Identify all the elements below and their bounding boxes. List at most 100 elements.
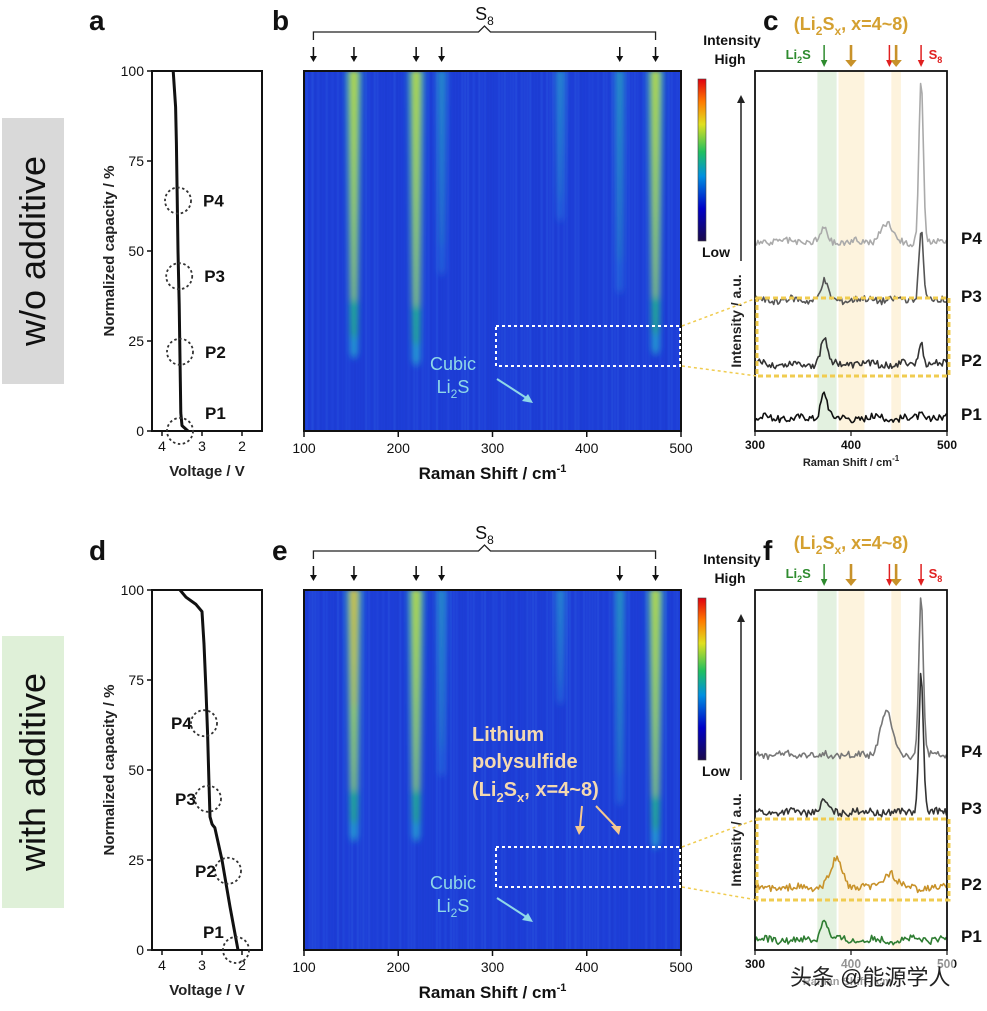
annotation-arrow-polysulfide-1: [595, 805, 617, 828]
heatmap-streak: [642, 71, 645, 431]
point-label-a-P4: P4: [203, 192, 224, 211]
annotation-li2s: Li2S: [437, 896, 470, 920]
heatmap-streak: [611, 71, 614, 431]
heatmap-streak: [311, 71, 314, 431]
heatmap-streak: [467, 590, 470, 950]
annotation-polysulfide-formula: (Li2Sx, x=4~8): [472, 779, 599, 805]
voltage-curve-d: [178, 589, 240, 951]
heatmap-streak: [605, 590, 608, 950]
y-tick-label-d-25: 25: [128, 852, 144, 868]
heatmap-streak: [444, 71, 447, 431]
heatmap-streak: [594, 590, 597, 950]
heatmap-streak: [467, 71, 470, 431]
y-axis-label-a: Normalized capacity / %: [101, 166, 118, 337]
heatmap-streak: [342, 71, 345, 431]
heatmap-streak: [478, 590, 481, 950]
heatmap-streak: [673, 71, 676, 431]
x-axis-label-b: Raman Shift / cm-1: [419, 463, 567, 483]
spectrum-c-P4: [755, 82, 947, 248]
point-marker-a-P4: [164, 186, 192, 215]
spectrum-label-c-P1: P1: [961, 405, 982, 424]
x-tick-label-b-200: 200: [387, 440, 411, 456]
x-tick-label-a-4: 4: [158, 438, 166, 454]
point-label-a-P1: P1: [205, 404, 226, 423]
heatmap-streak: [450, 71, 453, 431]
heatmap-streak: [336, 590, 339, 950]
heatmap-streak: [566, 590, 569, 950]
shade-li2s-f: [817, 590, 837, 950]
heatmap-streak: [390, 71, 393, 431]
heatmap-streak: [469, 71, 472, 431]
heatmap-streak: [543, 590, 546, 950]
heatmap-streak: [489, 590, 492, 950]
spectrum-label-c-P2: P2: [961, 351, 982, 370]
s8-peak-arrowhead-b-473: [652, 56, 660, 62]
y-tick-label-a-50: 50: [128, 243, 144, 259]
heatmap-streak: [452, 590, 455, 950]
heatmap-streak: [591, 71, 594, 431]
heatmap-streak: [512, 590, 515, 950]
heatmap-streak: [515, 71, 518, 431]
s8-bracket-b: [312, 25, 657, 40]
point-marker-a-P3: [165, 262, 194, 291]
heatmap-band-e-473: [648, 590, 664, 852]
heatmap-streak: [551, 71, 554, 431]
heatmap-streak: [399, 590, 402, 950]
heatmap-band-e-372: [555, 590, 566, 708]
heatmap-streak: [622, 590, 625, 950]
heatmap-streak: [571, 71, 574, 431]
heatmap-streak: [537, 71, 540, 431]
heatmap-streak: [421, 71, 424, 431]
row-label-with-additive: with additive: [2, 636, 64, 908]
heatmap-streak: [560, 71, 563, 431]
heatmap-streak: [325, 590, 328, 950]
voltage-curve-a: [171, 70, 190, 433]
spectrum-f-P1: [755, 919, 947, 946]
heatmap-streak: [489, 71, 492, 431]
heatmap-streak: [611, 590, 614, 950]
annotation-arrow-polysulfide-0: [579, 805, 583, 828]
heatmap-streak: [633, 71, 636, 431]
heatmap-streak: [376, 590, 379, 950]
heatmap-streak: [557, 590, 560, 950]
x-axis-label-a: Voltage / V: [169, 463, 245, 480]
heatmap-streak: [636, 590, 639, 950]
heatmap-streak: [523, 590, 526, 950]
heatmap-streak: [509, 71, 512, 431]
heatmap-band-e-153: [346, 590, 362, 845]
heatmap-streak: [396, 590, 399, 950]
s8-peak-arrowhead-e-153: [350, 575, 358, 581]
heatmap-streak: [348, 590, 351, 950]
heatmap-streak: [455, 590, 458, 950]
heatmap-streak: [614, 71, 617, 431]
heatmap-streak: [526, 71, 529, 431]
s8-peak-arrowhead-b-110: [309, 56, 317, 62]
heatmap-streak: [402, 71, 405, 431]
heatmap-streak: [492, 590, 495, 950]
shade-polysulfide-2-c: [891, 71, 901, 431]
heatmap-streak: [322, 590, 325, 950]
heatmap-streak: [633, 590, 636, 950]
marker-arrow-s8-1-f-head: [886, 579, 893, 586]
heatmap-streak: [481, 590, 484, 950]
heatmap-streak: [325, 71, 328, 431]
panel-label-b: b: [272, 5, 289, 36]
x-tick-label-e-200: 200: [387, 959, 411, 975]
heatmap-streak: [430, 71, 433, 431]
heatmap-streak: [328, 590, 331, 950]
marker-arrow-polysulfide-2-c-head: [890, 60, 902, 67]
heatmap-streak: [365, 590, 368, 950]
point-label-d-P2: P2: [195, 862, 216, 881]
heatmap-streak: [373, 71, 376, 431]
heatmap-streak: [421, 590, 424, 950]
x-tick-label-c-500: 500: [937, 438, 957, 452]
spectrum-label-f-P1: P1: [961, 927, 982, 946]
heatmap-streak: [475, 71, 478, 431]
heatmap-streak: [574, 71, 577, 431]
spectrum-f-P2: [755, 855, 947, 894]
heatmap-streak: [599, 71, 602, 431]
title-polysulfide-c: (Li2Sx, x=4~8): [794, 14, 908, 38]
heatmap-streak: [464, 590, 467, 950]
heatmap-streak: [597, 71, 600, 431]
